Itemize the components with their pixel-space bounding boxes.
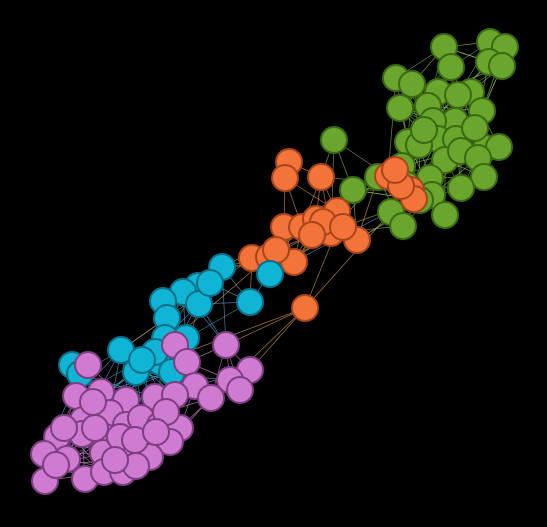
cyan-node — [196, 269, 224, 297]
magenta-node — [74, 351, 102, 379]
magenta-node — [226, 376, 254, 404]
green-node — [386, 94, 414, 122]
magenta-node — [197, 384, 225, 412]
cyan-node — [236, 288, 264, 316]
green-node — [410, 116, 438, 144]
cyan-node — [256, 260, 284, 288]
green-node — [461, 114, 489, 142]
magenta-node — [101, 446, 129, 474]
magenta-node — [79, 388, 107, 416]
cyan-node — [128, 346, 156, 374]
magenta-node — [212, 331, 240, 359]
graph-edge — [304, 211, 392, 309]
graph-edge — [225, 307, 306, 346]
magenta-node — [81, 414, 109, 442]
green-node — [470, 163, 498, 191]
orange-node — [329, 213, 357, 241]
green-node — [320, 126, 348, 154]
green-node — [437, 53, 465, 81]
magenta-node — [173, 348, 201, 376]
orange-node — [262, 236, 290, 264]
magenta-node — [42, 451, 70, 479]
orange-node — [298, 221, 326, 249]
green-node — [447, 174, 475, 202]
green-node — [389, 212, 417, 240]
nodes-layer — [30, 28, 519, 495]
magenta-node — [50, 414, 78, 442]
green-node — [488, 52, 516, 80]
green-node — [339, 176, 367, 204]
magenta-node — [142, 418, 170, 446]
orange-node — [271, 164, 299, 192]
green-node — [444, 81, 472, 109]
orange-node — [307, 163, 335, 191]
green-node — [398, 70, 426, 98]
orange-node — [381, 156, 409, 184]
orange-node — [291, 294, 319, 322]
green-node — [431, 201, 459, 229]
